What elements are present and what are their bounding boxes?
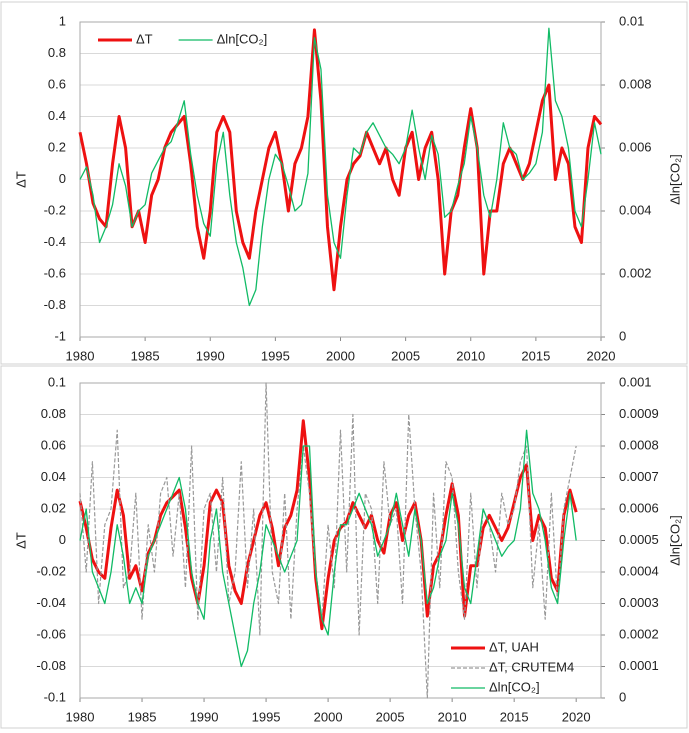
x-tick-label: 1980: [66, 348, 95, 363]
y-tick-label: 0.08: [41, 406, 66, 421]
y2-tick-label: 0.006: [619, 139, 652, 154]
x-tick-label: 1995: [252, 709, 281, 724]
y2-tick-label: 0.0001: [619, 658, 659, 673]
y-tick-label: 0.06: [41, 437, 66, 452]
y-axis-label: ΔT: [13, 171, 28, 188]
y-tick-label: -0.8: [44, 297, 66, 312]
y-tick-label: -1: [54, 328, 66, 343]
data-line: [79, 429, 577, 668]
y2-tick-label: 0.002: [619, 265, 652, 280]
y-tick-label: -0.1: [44, 689, 66, 704]
y2-tick-label: 0: [619, 328, 626, 343]
y-tick-label: 0.1: [48, 374, 66, 389]
x-tick-label: 2005: [391, 348, 420, 363]
data-line: [79, 382, 577, 699]
y-tick-label: -0.6: [44, 265, 66, 280]
legend-label: Δln[CO₂]: [489, 679, 540, 694]
data-line: [78, 419, 578, 631]
y2-tick-label: 0.0004: [619, 563, 659, 578]
x-tick-label: 2000: [326, 348, 355, 363]
y-tick-label: 0.2: [48, 139, 66, 154]
y-tick-label: 0.02: [41, 500, 66, 515]
y-tick-label: 0.6: [48, 76, 66, 91]
y-tick-label: -0.06: [36, 626, 66, 641]
x-tick-label: 2010: [438, 709, 467, 724]
x-tick-label: 1985: [128, 709, 157, 724]
legend-label: ΔT: [136, 31, 153, 46]
chart-frame: [0, 365, 688, 729]
y2-axis-label: Δln[CO₂]: [667, 515, 682, 566]
y2-tick-label: 0.004: [619, 202, 652, 217]
x-tick-label: 1985: [131, 348, 160, 363]
y2-tick-label: 0.008: [619, 76, 652, 91]
legend-label: Δln[CO₂]: [217, 31, 268, 46]
x-tick-label: 1995: [261, 348, 290, 363]
y-tick-label: 0: [59, 171, 66, 186]
x-tick-label: 2015: [500, 709, 529, 724]
data-line: [78, 28, 603, 292]
y2-tick-label: 0.0009: [619, 406, 659, 421]
y-tick-label: -0.02: [36, 563, 66, 578]
x-tick-label: 2015: [521, 348, 550, 363]
y2-axis-label: Δln[CO₂]: [667, 154, 682, 205]
y2-tick-label: 0.001: [619, 374, 652, 389]
y2-tick-label: 0.01: [619, 13, 644, 28]
y-tick-label: -0.4: [44, 234, 66, 249]
x-tick-label: 1990: [196, 348, 225, 363]
y-tick-label: -0.08: [36, 658, 66, 673]
y-tick-label: 0.4: [48, 108, 66, 123]
y-axis-label: ΔT: [13, 532, 28, 549]
data-line: [79, 27, 602, 307]
x-tick-label: 2020: [562, 709, 591, 724]
x-tick-label: 1990: [190, 709, 219, 724]
y-tick-label: 1: [59, 13, 66, 28]
y-tick-label: -0.04: [36, 595, 66, 610]
legend-label: ΔT, CRUTEM4: [489, 659, 574, 674]
x-tick-label: 2000: [314, 709, 343, 724]
y2-tick-label: 0.0005: [619, 532, 659, 547]
y-tick-label: 0.8: [48, 45, 66, 60]
y2-tick-label: 0.0003: [619, 595, 659, 610]
x-tick-label: 2010: [456, 348, 485, 363]
y2-tick-label: 0: [619, 689, 626, 704]
y2-tick-label: 0.0002: [619, 626, 659, 641]
x-tick-label: 2020: [587, 348, 616, 363]
y2-tick-label: 0.0007: [619, 469, 659, 484]
y2-tick-label: 0.0006: [619, 500, 659, 515]
chart-frame: [0, 1, 688, 365]
y2-tick-label: 0.0008: [619, 437, 659, 452]
y-tick-label: 0: [59, 532, 66, 547]
y-tick-label: -0.2: [44, 202, 66, 217]
x-tick-label: 2005: [376, 709, 405, 724]
legend-label: ΔT, UAH: [489, 639, 539, 654]
y-tick-label: 0.04: [41, 469, 66, 484]
x-tick-label: 1980: [66, 709, 95, 724]
